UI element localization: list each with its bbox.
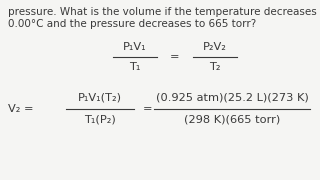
Text: P₁V₁(T₂): P₁V₁(T₂) <box>78 93 122 103</box>
Text: T₁: T₁ <box>129 62 141 72</box>
Text: (298 K)(665 torr): (298 K)(665 torr) <box>184 115 280 125</box>
Text: pressure. What is the volume if the temperature decreases to: pressure. What is the volume if the temp… <box>8 7 320 17</box>
Text: T₂: T₂ <box>209 62 221 72</box>
Text: T₁(P₂): T₁(P₂) <box>84 115 116 125</box>
Text: V₂ =: V₂ = <box>8 104 34 114</box>
Text: 0.00°C and the pressure decreases to 665 torr?: 0.00°C and the pressure decreases to 665… <box>8 19 256 29</box>
Text: (0.925 atm)(25.2 L)(273 K): (0.925 atm)(25.2 L)(273 K) <box>156 93 308 103</box>
Text: =: = <box>143 104 153 114</box>
Text: =: = <box>170 52 180 62</box>
Text: P₁V₁: P₁V₁ <box>123 42 147 52</box>
Text: P₂V₂: P₂V₂ <box>203 42 227 52</box>
